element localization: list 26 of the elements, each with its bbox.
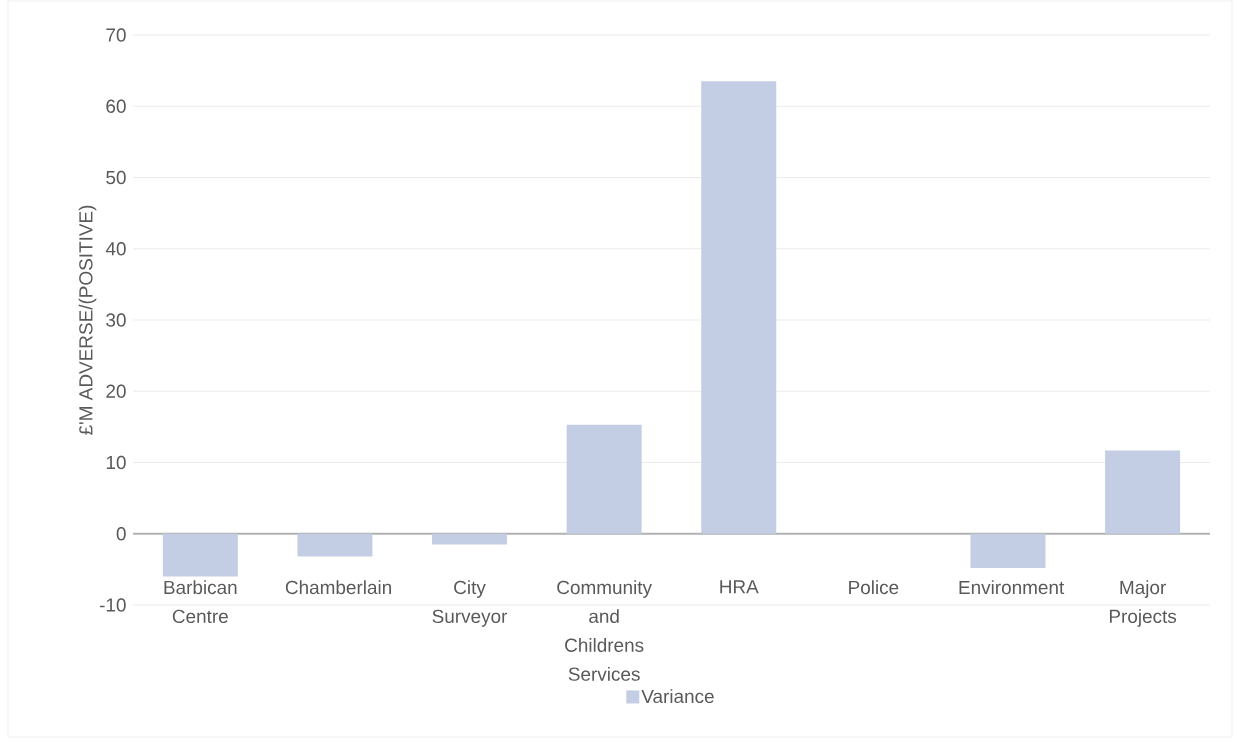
x-tick-label: Police — [849, 580, 899, 595]
y-tick-label: 60 — [106, 99, 126, 113]
y-tick-label: 70 — [106, 28, 126, 42]
x-tick-label: HRA — [720, 580, 759, 594]
y-tick-label: 20 — [106, 384, 126, 398]
bar — [162, 533, 238, 577]
bar — [566, 424, 642, 534]
x-tick-label: Community and Childrens Services — [557, 580, 652, 681]
y-tick-label: 0 — [116, 527, 126, 541]
x-tick-label: Major Projects — [1109, 580, 1177, 627]
legend-label: Variance — [641, 689, 714, 704]
bar — [297, 533, 373, 557]
x-tick-label: Chamberlain — [285, 580, 391, 595]
x-tick-label: City Surveyor — [432, 580, 508, 627]
y-tick-label: 40 — [105, 242, 126, 256]
bar — [701, 81, 777, 534]
bar — [1105, 450, 1181, 534]
x-tick-label: Barbican Centre — [164, 580, 237, 624]
bar — [432, 533, 508, 545]
y-axis-title: £'M ADVERSE/(POSITIVE) — [78, 205, 97, 435]
bar — [970, 533, 1046, 568]
y-tick-label: 30 — [106, 313, 126, 327]
y-tick-label: -10 — [99, 598, 126, 612]
y-tick-label: 50 — [106, 170, 126, 185]
x-tick-label: Environment — [959, 580, 1065, 595]
y-tick-label: 10 — [106, 455, 126, 470]
